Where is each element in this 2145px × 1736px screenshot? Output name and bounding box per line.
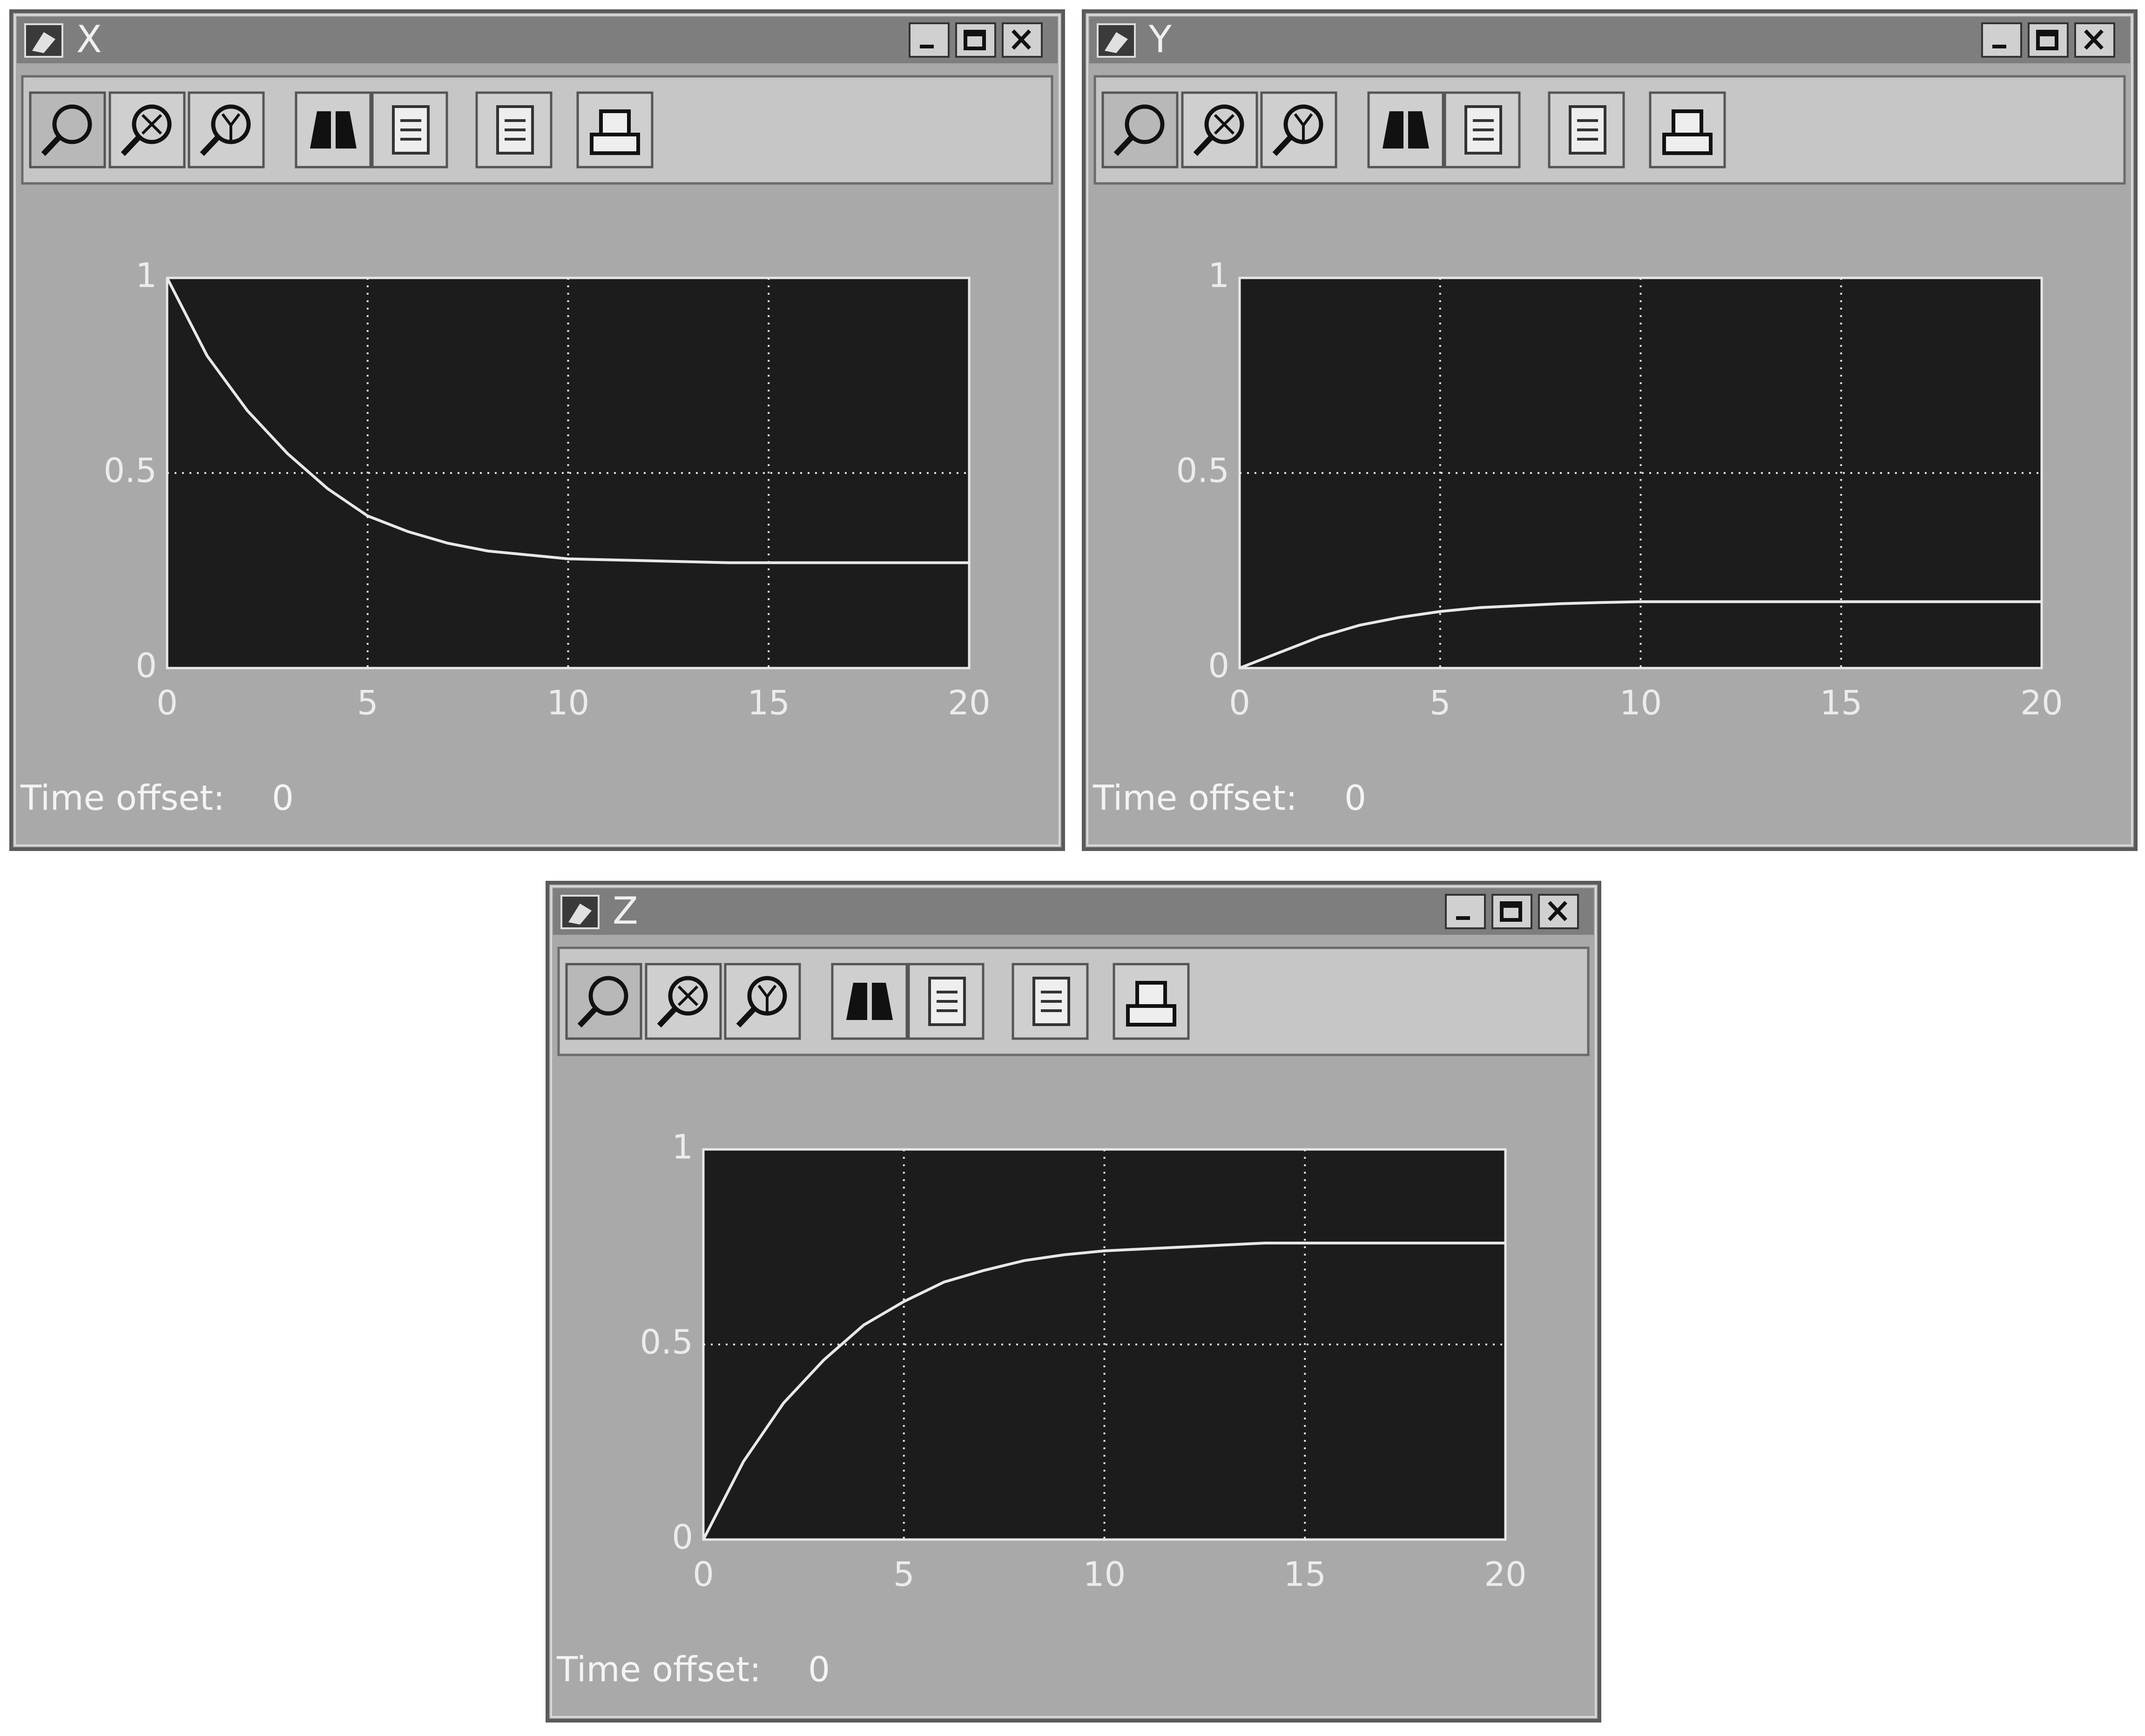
zoom-y-button-face (189, 93, 263, 167)
x-tick-label: 15 (747, 683, 790, 723)
zoom-x-button[interactable] (110, 93, 184, 167)
save-axes-button[interactable] (1445, 93, 1519, 167)
autoscale-button-face (832, 964, 907, 1039)
save-axes-button[interactable] (909, 964, 983, 1039)
minimize-button-face (1446, 895, 1485, 928)
parameters-button[interactable] (477, 93, 551, 167)
maximize-button[interactable] (1492, 895, 1531, 928)
title-bar (17, 17, 1058, 63)
minimize-button[interactable] (1982, 23, 2021, 57)
maximize-button-face (1492, 895, 1531, 928)
zoom-x-button[interactable] (646, 964, 721, 1039)
autoscale-button[interactable] (296, 93, 371, 167)
zoom-button-face (567, 964, 641, 1039)
maximize-button[interactable] (2029, 23, 2068, 57)
x-tick-label: 10 (1619, 683, 1662, 723)
x-tick-label: 5 (1430, 683, 1451, 723)
y-tick-label: 1 (135, 256, 157, 295)
title-bar (1089, 17, 2130, 63)
y-tick-label: 1 (1208, 256, 1229, 295)
time-offset-label: Time offset: (20, 778, 225, 818)
y-tick-label: 0.5 (640, 1323, 693, 1362)
x-tick-label: 20 (2020, 683, 2063, 723)
print-button[interactable] (578, 93, 652, 167)
time-offset-label: Time offset: (556, 1650, 761, 1690)
maximize-button[interactable] (956, 23, 995, 57)
y-tick-label: 0.5 (103, 451, 157, 490)
x-tick-label: 5 (357, 683, 378, 723)
zoom-y-button-face (1261, 93, 1336, 167)
time-offset-label: Time offset: (1093, 778, 1297, 818)
x-tick-label: 20 (948, 683, 991, 723)
autoscale-button-face (1369, 93, 1443, 167)
minimize-button-face (910, 23, 949, 57)
zoom-button[interactable] (1103, 93, 1177, 167)
window-title: Y (1148, 18, 1172, 61)
zoom-y-button[interactable] (189, 93, 263, 167)
title-bar (553, 888, 1594, 935)
x-tick-label: 0 (1229, 683, 1250, 723)
screenshot: X0510152000.51Time offset:0Y0510152000.5… (0, 0, 2145, 1736)
maximize-button-face (2029, 23, 2068, 57)
scope-window: Z 0 5 10 15 20 0 0.5 1 Time offset: 0 (547, 883, 1599, 1721)
zoom-x-button[interactable] (1182, 93, 1257, 167)
maximize-button-face (956, 23, 995, 57)
time-offset-value: 0 (808, 1650, 830, 1690)
time-offset-value: 0 (272, 778, 294, 818)
time-offset-value: 0 (1344, 778, 1366, 818)
y-tick-label: 0 (672, 1518, 693, 1557)
y-tick-label: 0.5 (1176, 451, 1229, 490)
zoom-button[interactable] (567, 964, 641, 1039)
x-tick-label: 20 (1484, 1555, 1527, 1594)
x-tick-label: 15 (1820, 683, 1862, 723)
y-tick-label: 0 (1208, 646, 1229, 685)
scope-window: Y 0 5 10 15 20 0 0.5 1 Time offset: 0 (1084, 11, 2136, 849)
print-button[interactable] (1114, 964, 1188, 1039)
autoscale-button-face (296, 93, 371, 167)
zoom-button[interactable] (30, 93, 105, 167)
zoom-y-button-face (725, 964, 800, 1039)
x-tick-label: 15 (1283, 1555, 1326, 1594)
x-tick-label: 0 (156, 683, 178, 723)
close-button[interactable] (2075, 23, 2114, 57)
x-tick-label: 5 (893, 1555, 915, 1594)
page: X0510152000.51Time offset:0Y0510152000.5… (0, 0, 2145, 1736)
window-title: X (76, 18, 102, 61)
window-title: Z (613, 889, 638, 932)
scope-window: X 0 5 10 15 20 0 0.5 1 Time offset: 0 (11, 11, 1063, 849)
minimize-button[interactable] (910, 23, 949, 57)
close-button[interactable] (1003, 23, 1042, 57)
zoom-y-button[interactable] (1261, 93, 1336, 167)
x-tick-label: 10 (547, 683, 590, 723)
y-tick-label: 0 (135, 646, 157, 685)
minimize-button-face (1982, 23, 2021, 57)
parameters-button[interactable] (1013, 964, 1087, 1039)
autoscale-button[interactable] (1369, 93, 1443, 167)
zoom-button-face (1103, 93, 1177, 167)
autoscale-button[interactable] (832, 964, 907, 1039)
minimize-button[interactable] (1446, 895, 1485, 928)
close-button[interactable] (1539, 895, 1578, 928)
parameters-button[interactable] (1549, 93, 1624, 167)
x-tick-label: 0 (693, 1555, 714, 1594)
zoom-button-face (30, 93, 105, 167)
save-axes-button[interactable] (372, 93, 447, 167)
y-tick-label: 1 (672, 1128, 693, 1167)
print-button[interactable] (1650, 93, 1725, 167)
zoom-y-button[interactable] (725, 964, 800, 1039)
x-tick-label: 10 (1083, 1555, 1126, 1594)
